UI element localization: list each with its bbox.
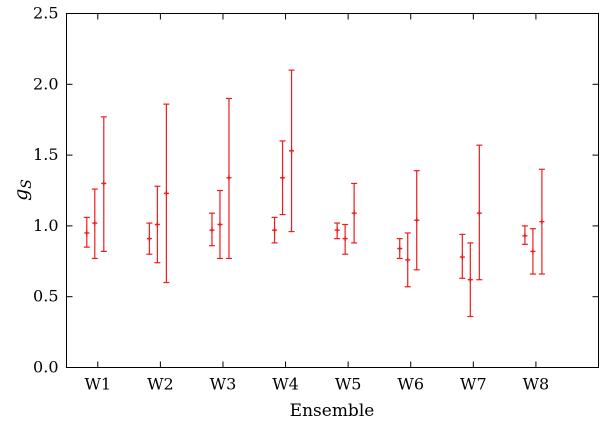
error-bar-point xyxy=(538,168,545,275)
x-tick-label: W1 xyxy=(84,375,111,394)
error-bar-point xyxy=(208,212,215,247)
y-tick-label: 2.5 xyxy=(33,4,58,23)
error-bar-point xyxy=(467,242,474,318)
error-bar-point xyxy=(225,97,232,260)
x-axis: W1 W2 W3 W4 W5 W6 W7 W8 xyxy=(84,13,550,394)
y-tick-label: 1.0 xyxy=(33,216,58,235)
x-tick-label: W3 xyxy=(210,375,237,394)
error-bar-point xyxy=(91,188,98,260)
x-tick-label: W5 xyxy=(335,375,362,394)
error-bar-point xyxy=(154,185,161,264)
plot-frame xyxy=(66,13,599,368)
error-bar-point xyxy=(288,69,295,233)
error-bar-point xyxy=(404,232,411,288)
error-bar-point xyxy=(476,144,483,281)
x-tick-label: W6 xyxy=(397,375,424,394)
y-axis-title-main: g xyxy=(10,189,32,201)
y-axis-title-subscript: S xyxy=(19,179,35,189)
error-bar-point xyxy=(459,233,466,279)
y-tick-label: 1.5 xyxy=(33,145,58,164)
y-tick-label: 2.0 xyxy=(33,74,58,93)
x-axis-title: Ensemble xyxy=(290,401,375,421)
error-bar-point xyxy=(216,189,223,260)
error-bar-point xyxy=(396,238,403,260)
error-bar-point xyxy=(342,223,349,255)
x-tick-label: W8 xyxy=(523,375,550,394)
error-bar-point xyxy=(163,103,170,284)
y-tick-label: 0.0 xyxy=(33,358,58,377)
data-series xyxy=(83,69,545,318)
x-tick-label: W4 xyxy=(272,375,299,394)
error-bar-point xyxy=(271,216,278,244)
error-bar-point xyxy=(100,116,107,252)
y-axis: 0.0 0.5 1.0 1.5 2.0 2.5 xyxy=(33,4,599,377)
error-bar-point xyxy=(413,170,420,271)
error-bar-point xyxy=(521,225,528,245)
error-bar-point xyxy=(83,216,90,248)
y-tick-label: 0.5 xyxy=(33,287,58,306)
y-axis-title: gS xyxy=(10,179,35,201)
x-tick-label: W2 xyxy=(147,375,174,394)
error-bar-point xyxy=(334,222,341,240)
error-bar-point xyxy=(351,182,358,244)
error-bar-point xyxy=(529,228,536,275)
error-bar-point xyxy=(279,140,286,216)
error-bar-point xyxy=(146,222,153,255)
x-tick-label: W7 xyxy=(460,375,487,394)
